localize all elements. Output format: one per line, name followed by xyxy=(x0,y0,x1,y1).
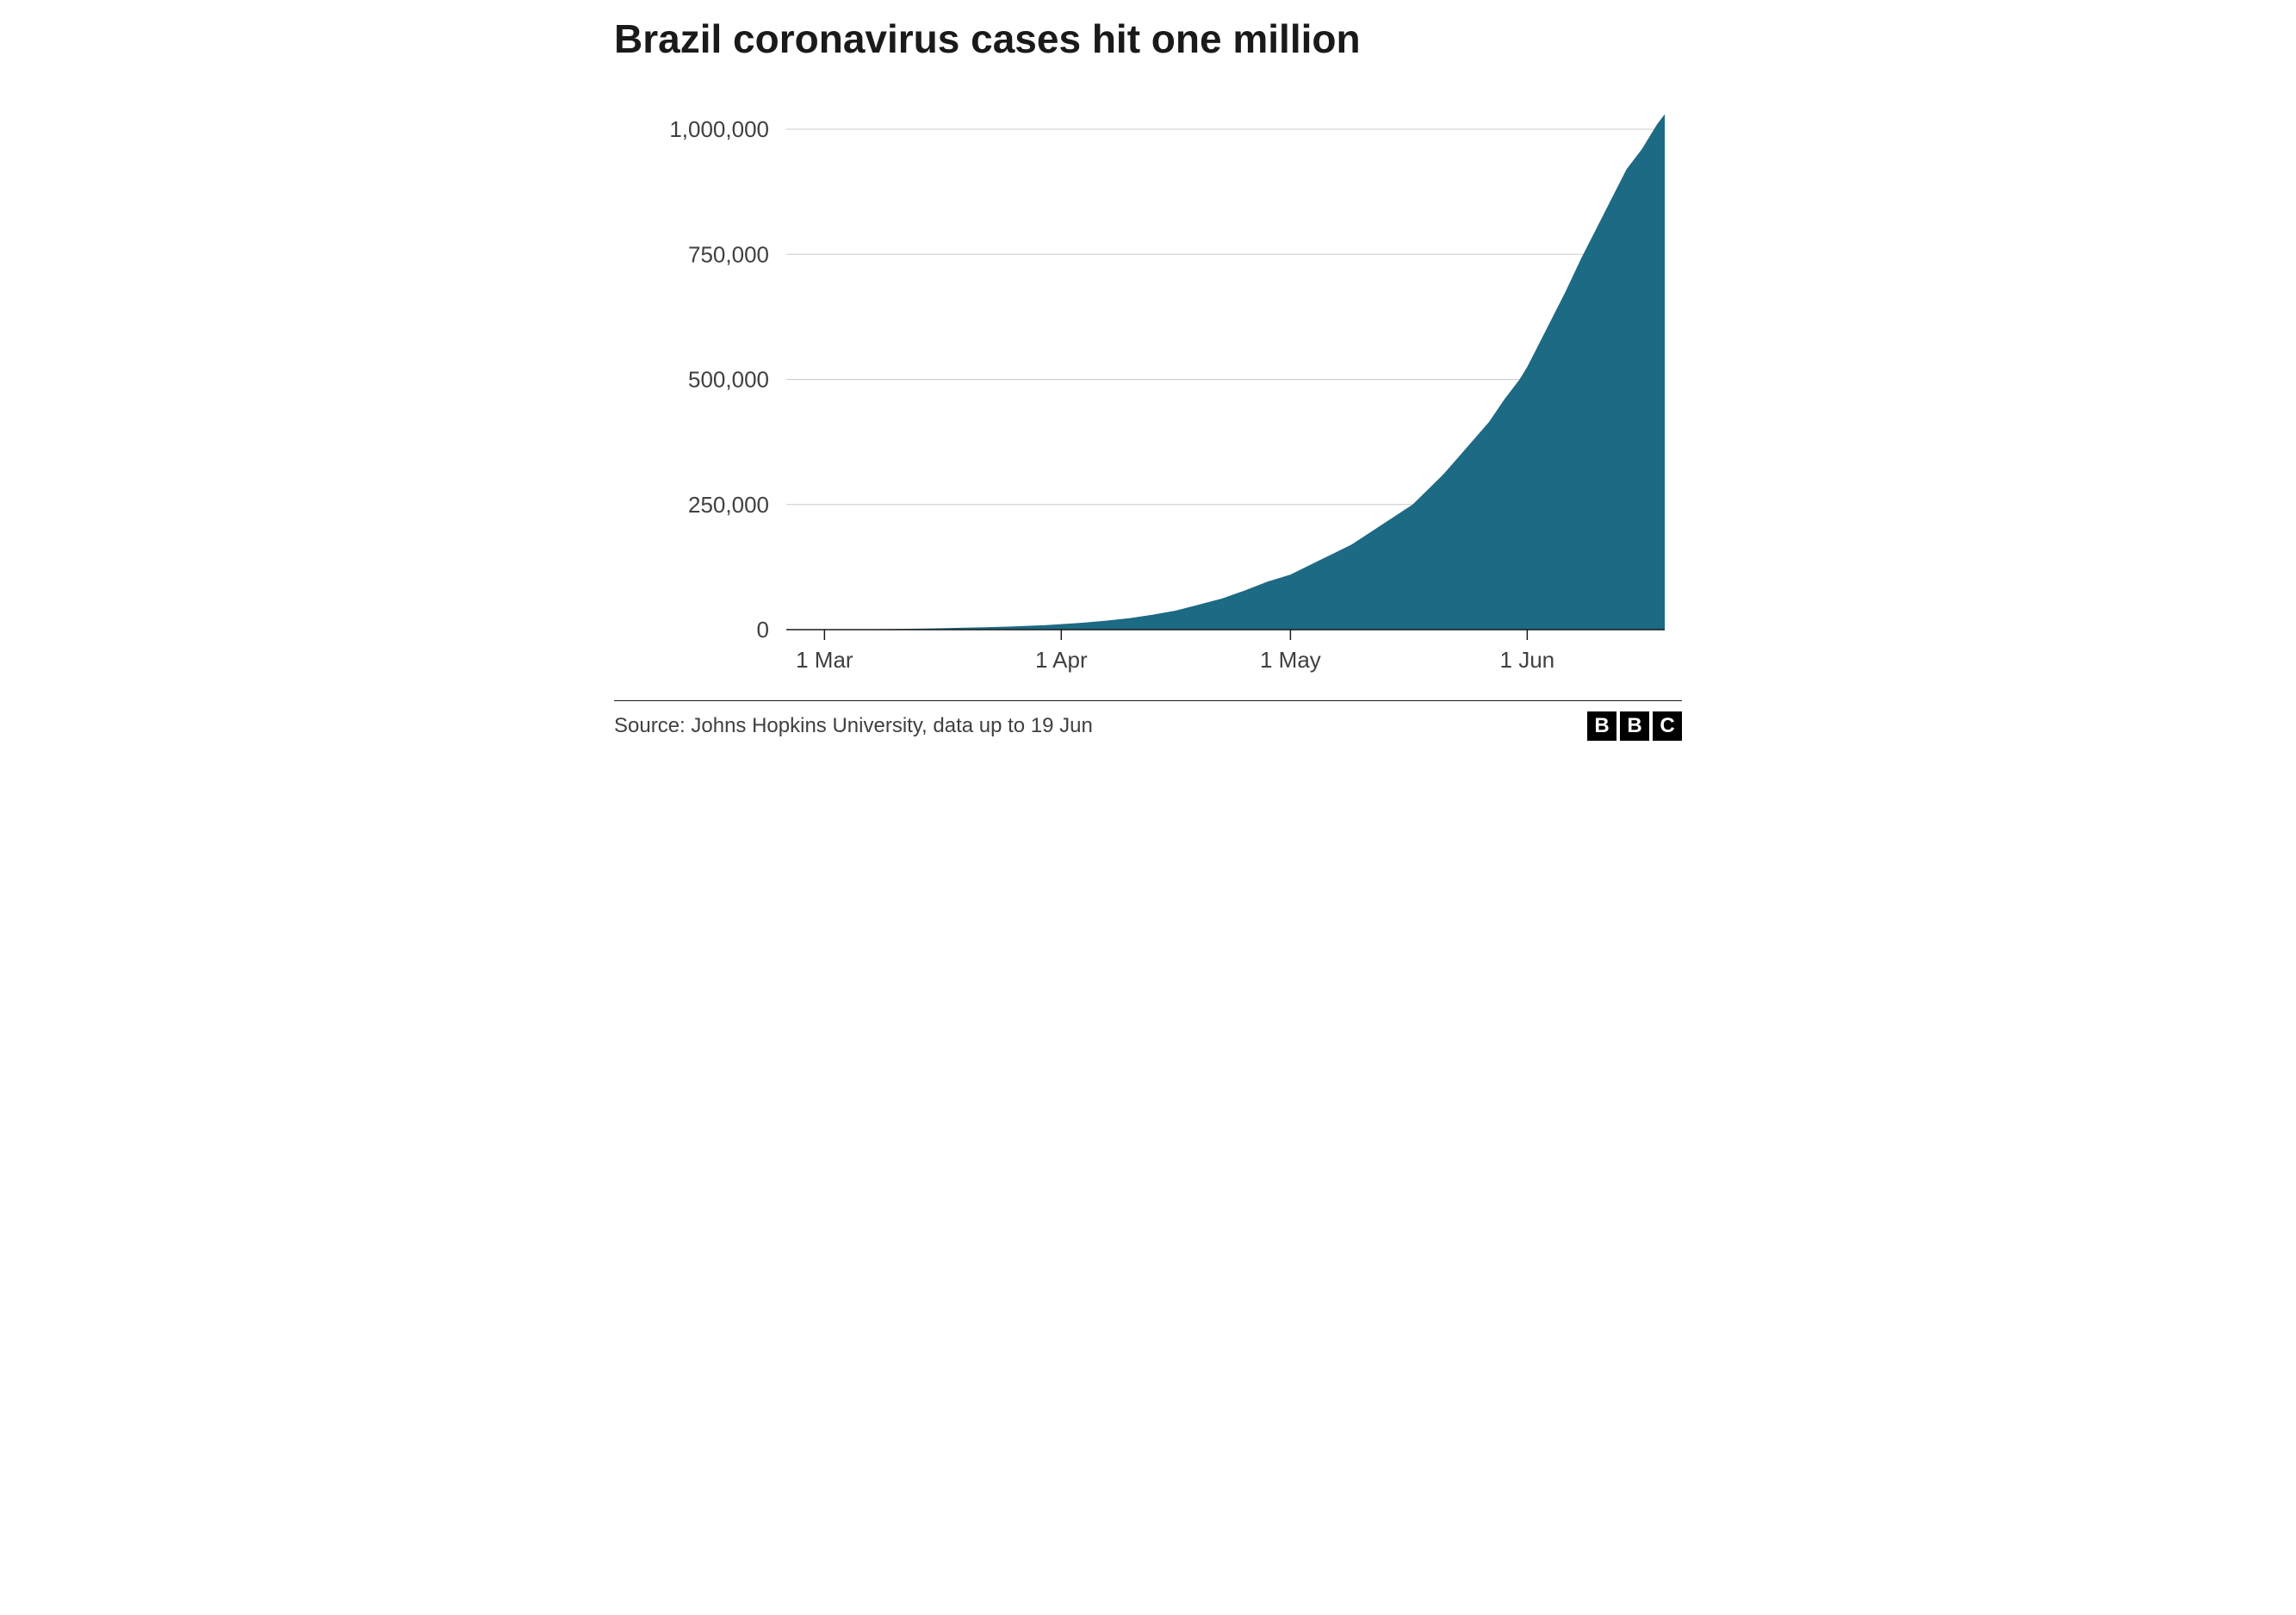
x-axis-label: 1 Mar xyxy=(796,647,853,673)
y-axis-label: 750,000 xyxy=(688,241,769,267)
bbc-logo-letter: B xyxy=(1620,711,1649,741)
bbc-logo-letter: B xyxy=(1587,711,1617,741)
source-text: Source: Johns Hopkins University, data u… xyxy=(614,714,1093,738)
bbc-logo: B B C xyxy=(1587,711,1682,741)
x-axis-label: 1 May xyxy=(1260,647,1321,673)
plot-area: 0 250,000 500,000 750,000 1,000,000 1 Mar 1 Ap… xyxy=(614,87,1682,690)
y-axis-label: 1,000,000 xyxy=(669,116,769,142)
y-axis-label: 250,000 xyxy=(688,491,769,517)
area-chart-svg: 0 250,000 500,000 750,000 1,000,000 1 Mar 1 Ap… xyxy=(614,87,1682,690)
y-axis-label: 0 xyxy=(757,617,769,643)
y-axis-label: 500,000 xyxy=(688,366,769,392)
x-axis-label: 1 Apr xyxy=(1035,647,1088,673)
area-series xyxy=(786,114,1665,629)
chart-footer: Source: Johns Hopkins University, data u… xyxy=(614,700,1682,756)
x-axis-label: 1 Jun xyxy=(1500,647,1555,673)
chart-container: Brazil coronavirus cases hit one million… xyxy=(597,0,1699,756)
chart-title: Brazil coronavirus cases hit one million xyxy=(614,17,1682,61)
bbc-logo-letter: C xyxy=(1653,711,1682,741)
